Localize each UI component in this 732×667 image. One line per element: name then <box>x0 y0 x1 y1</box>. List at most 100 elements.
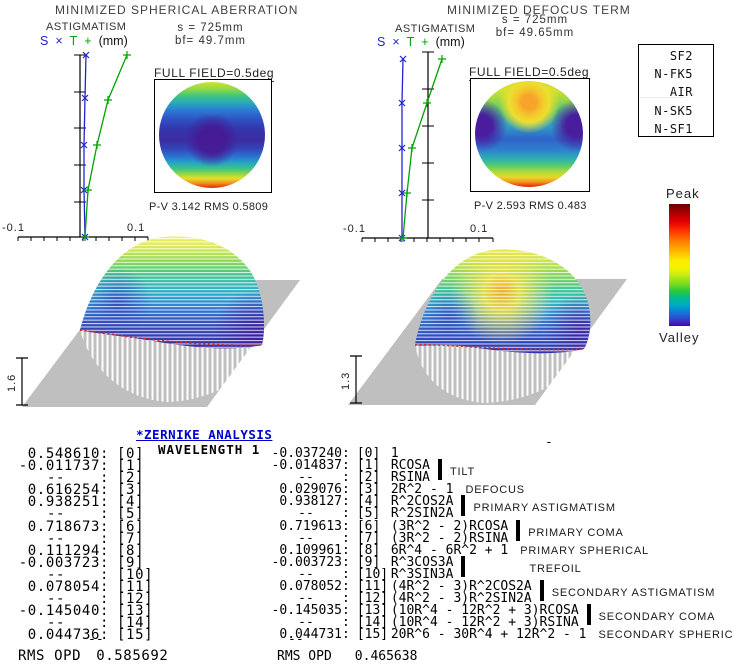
zernike-row: 0.548610: [0] <box>12 446 153 462</box>
colon: : <box>100 566 110 583</box>
colon: : <box>100 554 110 571</box>
zernike-value: 0.938127 <box>279 494 342 510</box>
zernike-value: 0.109961 <box>279 542 342 558</box>
astigmatism-legend-right: S × T + (mm) <box>377 35 465 49</box>
colon: : <box>342 542 350 558</box>
t-marker-glyph: + <box>421 35 429 49</box>
colon: : <box>100 615 110 632</box>
zernike-row: 0.078052: [11] (4R^2 - 3)R^2COS2A SECONDARY… <box>270 579 732 602</box>
zernike-group-label: TILT <box>449 466 475 479</box>
zernike-index: [2] <box>356 470 381 486</box>
group-bracket <box>539 580 544 602</box>
zernike-group-label: DEFOCUS <box>465 484 525 497</box>
zernike-term: (10R^4 - 12R^2 + 3)RSINA <box>390 615 579 631</box>
zernike-index: [4] <box>117 494 145 511</box>
rms-opd-left: RMS OPD 0.585692 <box>18 648 168 664</box>
zernike-value: -- <box>46 530 66 547</box>
z-scale-bar <box>350 355 362 404</box>
zernike-row: --: [10] R^3SIN3A <box>270 567 732 582</box>
zernike-row: --: [10] <box>12 567 153 583</box>
zernike-index: [4] <box>356 494 381 510</box>
back-focus: bf= 49.65mm <box>495 27 575 39</box>
zernike-index: [8] <box>117 542 145 559</box>
group-bracket <box>461 495 466 517</box>
zernike-term: RSINA <box>390 470 430 486</box>
zernike-row: --: [7] (3R^2 - 2)RSINA <box>270 531 732 546</box>
astigmatism-label-right: ASTIGMATISM <box>395 23 476 35</box>
zernike-index: [11] <box>356 579 389 595</box>
zernike-row: --: [14] (10R^4 - 12R^2 + 3)RSINA <box>270 615 732 631</box>
zernike-value: 0.044736 <box>27 627 100 644</box>
group-bracket <box>461 555 466 577</box>
zernike-index: [14] <box>356 615 389 631</box>
t-curve <box>84 54 128 238</box>
zernike-row: 0.029076: [3] 2R^2 - 1 DEFOCUS <box>270 482 732 498</box>
zernike-row: -0.037240: [0] 1 <box>270 446 732 461</box>
zernike-index: [1] <box>117 458 145 475</box>
zernike-row: --: [14] <box>12 615 153 631</box>
zernike-value: -0.011737 <box>18 458 100 475</box>
s-distance: s = 725mm <box>177 22 244 34</box>
zernike-index: [2] <box>117 470 145 487</box>
glass-list-box: SF2 N-FK5 AIR N-SK5 N-SF1 <box>638 44 714 137</box>
colon: : <box>342 458 350 474</box>
zernike-row: -0.145035: [13] (10R^4 - 12R^2 + 3)RCOSA SE… <box>270 603 732 626</box>
zernike-row: --: [2] <box>12 470 153 486</box>
zernike-group-label: SECONDARY SPHERICAL <box>598 629 732 642</box>
x-max-label: 0.1 <box>470 223 488 235</box>
zernike-row: -0.145040: [13] <box>12 603 153 619</box>
zernike-row: 0.719613: [6] (3R^2 - 2)RCOSA PRIMARY COMA <box>270 518 732 541</box>
t-curve-markers <box>399 55 446 242</box>
zernike-value: -- <box>298 591 314 607</box>
colon: : <box>100 470 110 487</box>
zernike-row: --: [5] R^2SIN2A <box>270 506 732 522</box>
astigmatism-label-left: ASTIGMATISM <box>46 21 127 33</box>
surface-front-rim <box>79 329 263 347</box>
wavefront-pupil-left <box>159 82 265 188</box>
zernike-group-label: PRIMARY COMA <box>528 526 624 539</box>
colorbar-peak-label: Peak <box>666 186 700 201</box>
zernike-analysis-link[interactable]: *ZERNIKE ANALYSIS <box>136 427 273 442</box>
s-curve-label: S <box>40 34 49 48</box>
t-curve-markers <box>81 51 131 241</box>
colon: : <box>342 494 350 510</box>
zernike-index: [9] <box>356 554 381 570</box>
zernike-value: 0.938251 <box>27 494 100 511</box>
rms-opd-right: RMS OPD 0.465638 <box>277 649 417 664</box>
colon: : <box>342 518 350 534</box>
zernike-index: [15] <box>117 627 154 644</box>
colon: : <box>342 554 350 570</box>
units-label: (mm) <box>435 35 465 49</box>
surface-contour-lines <box>415 249 591 354</box>
zernike-term: 20R^6 - 30R^4 + 12R^2 - 1 <box>390 627 587 643</box>
zernike-value: -- <box>298 615 314 631</box>
t-curve-label: T <box>69 34 78 48</box>
wavelength-label: WAVELENGTH 1 <box>158 442 261 457</box>
zernike-table-left: 0.548610: [0] -0.011737: [1] --: [2] 0.6162… <box>12 446 154 644</box>
back-focus: bf= 49.7mm <box>174 35 247 47</box>
zernike-value: 0.029076 <box>279 482 342 498</box>
t-marker-glyph: + <box>84 34 92 48</box>
zernike-index: [13] <box>356 603 389 619</box>
colon: : <box>342 627 350 643</box>
zernike-value: 0.718673 <box>27 518 100 535</box>
s-curve-label: S <box>377 35 386 49</box>
rms-opd-label: RMS OPD <box>277 649 332 664</box>
zernike-value: -- <box>46 506 66 523</box>
colon: : <box>342 482 350 498</box>
panel-title-left: MINIMIZED SPHERICAL ABERRATION <box>55 3 299 17</box>
x-max-label: 0.1 <box>127 222 145 234</box>
zernike-index: [0] <box>117 446 145 462</box>
zernike-index: [11] <box>117 579 154 596</box>
zernike-value: -- <box>298 506 314 522</box>
colon: : <box>100 446 110 462</box>
surface-front-rim <box>414 343 585 351</box>
z-scale-label: 1.6 <box>6 374 18 392</box>
zernike-index: [3] <box>117 482 145 499</box>
x-min-label: -0.1 <box>343 223 366 235</box>
astigmatism-legend-left: S × T + (mm) <box>40 34 128 48</box>
zernike-index: [8] <box>356 542 381 558</box>
group-bracket <box>586 604 591 626</box>
zernike-term: 6R^4 - 6R^2 + 1 <box>390 542 509 558</box>
zernike-group-label: SECONDARY ASTIGMATISM <box>551 587 716 600</box>
